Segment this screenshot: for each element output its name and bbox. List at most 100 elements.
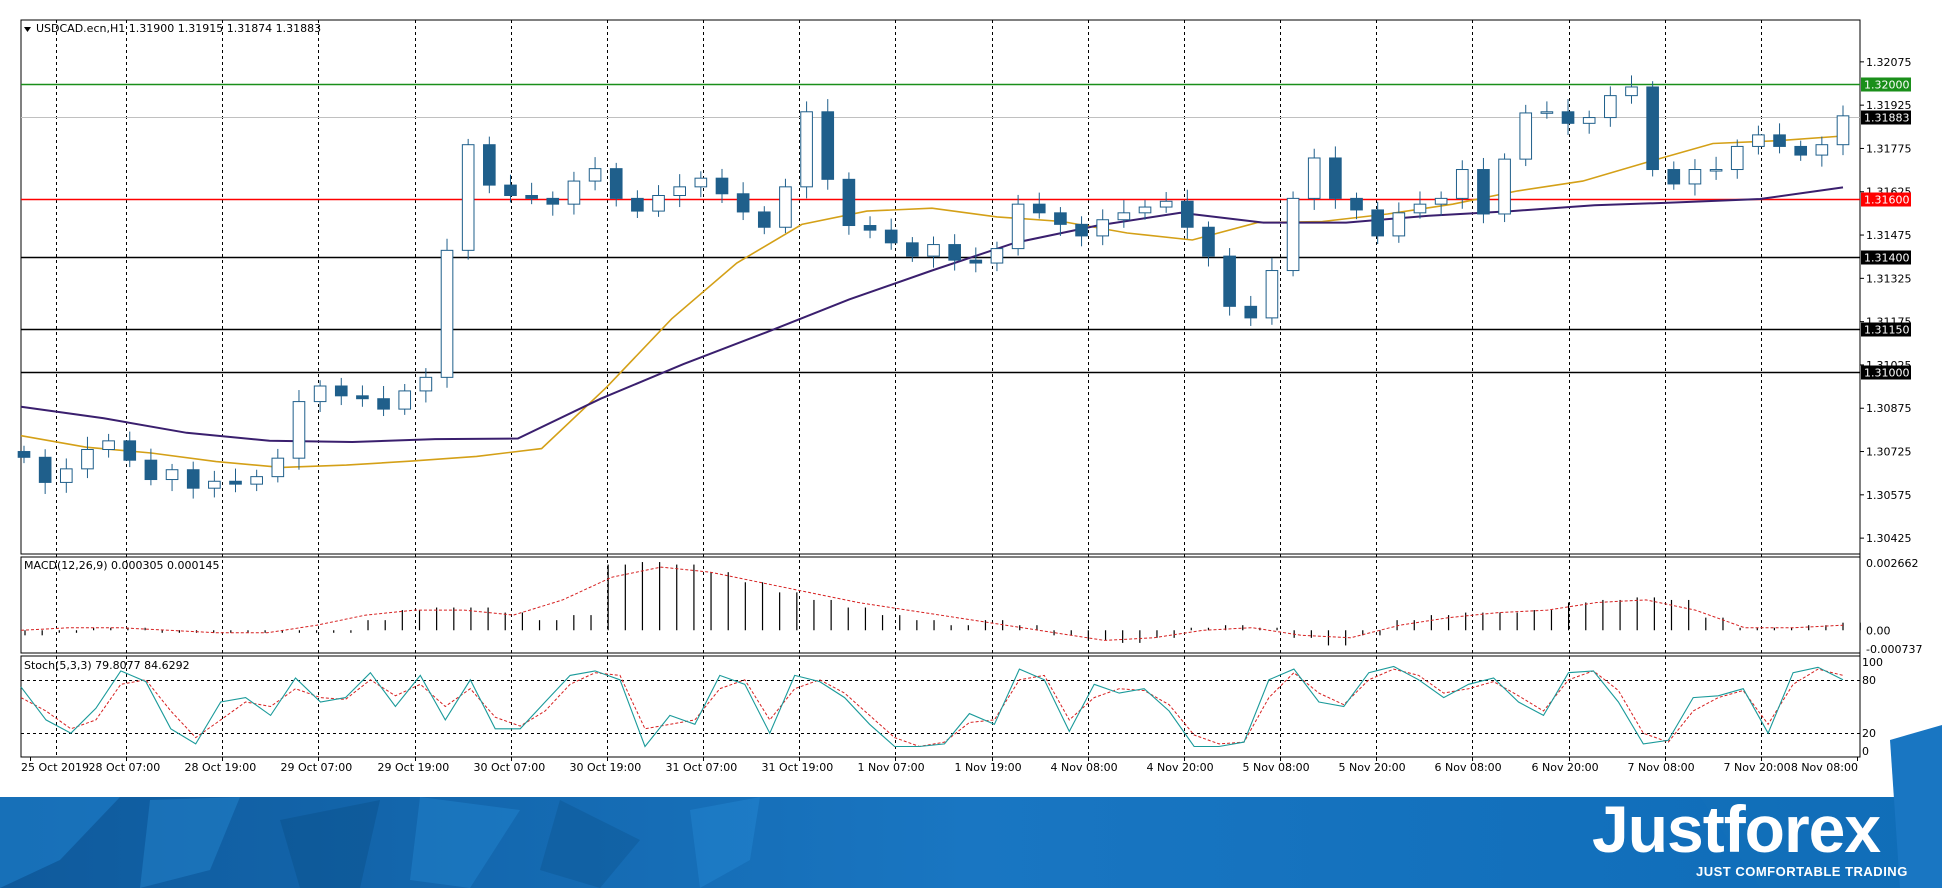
candle-body	[969, 259, 983, 264]
price-panel-frame	[20, 19, 1861, 555]
candle-body	[863, 225, 877, 231]
chart-menu-triangle-icon[interactable]	[24, 27, 31, 32]
time-tick-label: 4 Nov 20:00	[1147, 761, 1214, 774]
time-tick-label: 30 Oct 07:00	[474, 761, 546, 774]
price-level-tag	[1861, 250, 1911, 265]
candle-body	[504, 184, 517, 196]
candle-body	[1202, 226, 1215, 257]
stoch-tick-label: 80	[1862, 674, 1876, 687]
candle-body	[1773, 134, 1786, 147]
time-tick-label: 31 Oct 07:00	[666, 761, 738, 774]
candle-body	[17, 451, 31, 458]
candle-body	[1180, 200, 1194, 228]
candle-body	[1032, 203, 1046, 214]
time-tick-label: 5 Nov 20:00	[1339, 761, 1406, 774]
price-level-tag	[1861, 322, 1911, 337]
candle-body	[1075, 223, 1088, 237]
slow-moving-average-line	[20, 186, 1844, 444]
candle-body	[567, 180, 581, 205]
time-tick-label: 1 Nov 07:00	[858, 761, 925, 774]
brand-banner: Justforex JUST COMFORTABLE TRADING	[0, 725, 1942, 888]
price-tick-label: 1.30425	[1866, 532, 1912, 545]
candle-body	[1561, 111, 1575, 124]
candle-body	[1625, 86, 1638, 97]
candle-body	[715, 177, 729, 195]
candle-body	[906, 242, 919, 257]
candle-body	[1477, 169, 1490, 215]
candle-body	[1794, 145, 1808, 156]
time-tick-label: 28 Oct 19:00	[185, 761, 257, 774]
candle-body	[588, 168, 602, 182]
candle-body	[652, 194, 665, 212]
time-tick-label: 29 Oct 19:00	[378, 761, 450, 774]
candle-body	[1138, 206, 1152, 214]
candle-body	[1709, 169, 1723, 172]
brand-tagline: JUST COMFORTABLE TRADING	[1696, 864, 1908, 879]
candle-body	[144, 459, 158, 481]
candle-body	[123, 440, 137, 461]
candle-body	[1159, 200, 1173, 208]
price-axis: 1.320751.319251.317751.316251.314751.313…	[1860, 56, 1912, 545]
candle-body	[1011, 203, 1025, 250]
price-level-tag	[1861, 365, 1911, 380]
candle-body	[546, 197, 560, 205]
stoch-signal-line	[20, 668, 1844, 748]
candle-body	[483, 144, 496, 186]
candle-body	[842, 178, 856, 227]
candle-body	[800, 111, 813, 188]
price-tick-label: 1.32075	[1866, 56, 1912, 69]
candle-body	[1815, 144, 1829, 156]
horizontal-levels	[21, 83, 1860, 374]
candle-body	[1604, 95, 1617, 119]
candle-body	[377, 398, 390, 410]
candle-body	[525, 194, 538, 199]
candle-body	[59, 468, 73, 483]
price-tick-label: 1.30875	[1866, 402, 1912, 415]
macd-indicator: 0.002662 0.00 -0.000737	[20, 557, 1922, 656]
time-tick-label: 5 Nov 08:00	[1243, 761, 1310, 774]
candle-body	[440, 249, 454, 378]
candle-body	[1540, 111, 1554, 114]
price-level-tag	[1861, 192, 1911, 207]
candle-body	[927, 244, 940, 257]
time-tick-label: 6 Nov 20:00	[1532, 761, 1599, 774]
candle-body	[1667, 169, 1681, 185]
price-level-tag	[1861, 110, 1911, 125]
candle-body	[81, 449, 94, 470]
candle-body	[1307, 157, 1321, 199]
candle-body	[1582, 117, 1596, 124]
candle-body	[461, 144, 475, 251]
candle-body	[757, 211, 771, 228]
stochastic-indicator: 100 80 20 0	[20, 656, 1883, 758]
price-level-tag-label: 1.31000	[1864, 367, 1910, 380]
price-header: USDCAD.ecn,H1 1.31900 1.31915 1.31874 1.…	[36, 22, 321, 35]
brand-logo-text: Justforex	[1592, 792, 1881, 866]
panel-headers: USDCAD.ecn,H1 1.31900 1.31915 1.31874 1.…	[24, 22, 321, 672]
candle-body	[229, 480, 242, 485]
candle-body	[1096, 219, 1110, 237]
candle-body	[1413, 203, 1427, 214]
candle-body	[292, 401, 306, 459]
candle-body	[398, 390, 412, 410]
candle-body	[1265, 270, 1279, 319]
time-tick-label: 7 Nov 08:00	[1628, 761, 1695, 774]
moving-averages	[20, 135, 1844, 469]
price-tick-label: 1.31325	[1866, 272, 1912, 285]
candle-body	[631, 197, 644, 212]
price-tick-label: 1.30575	[1866, 489, 1912, 502]
fast-moving-average-line	[20, 135, 1844, 469]
time-tick-label: 30 Oct 19:00	[570, 761, 642, 774]
candle-body	[673, 186, 687, 196]
candle-body	[208, 480, 221, 489]
candle-body	[1117, 212, 1131, 221]
candle-body	[1223, 255, 1236, 307]
stoch-tick-label: 20	[1862, 727, 1876, 740]
candle-body	[334, 385, 348, 397]
macd-signal-line	[20, 566, 1844, 641]
price-level-tag-label: 1.31600	[1864, 194, 1910, 207]
candle-body	[736, 193, 750, 213]
candle-body	[1286, 197, 1300, 272]
candle-body	[356, 395, 369, 400]
